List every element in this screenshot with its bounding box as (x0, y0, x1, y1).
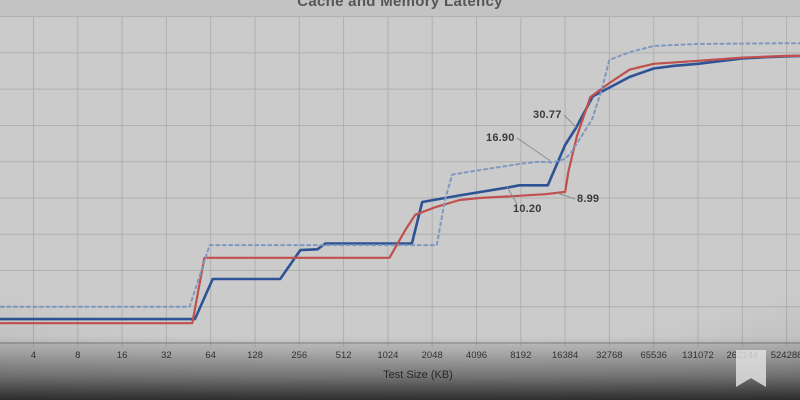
series-red-solid (0, 54, 800, 325)
series-blue-dashed (0, 42, 800, 308)
data-label-30.77: 30.77 (533, 109, 562, 121)
data-label-10.20: 10.20 (513, 203, 542, 215)
leader-line-16.90 (516, 137, 551, 162)
data-label-8.99: 8.99 (577, 193, 600, 205)
x-axis-label: Test Size (KB) (383, 369, 453, 381)
series-dark-blue-solid (0, 54, 800, 321)
data-label-16.90: 16.90 (486, 132, 515, 144)
chart-title: Cache and Memory Latency (297, 0, 503, 10)
